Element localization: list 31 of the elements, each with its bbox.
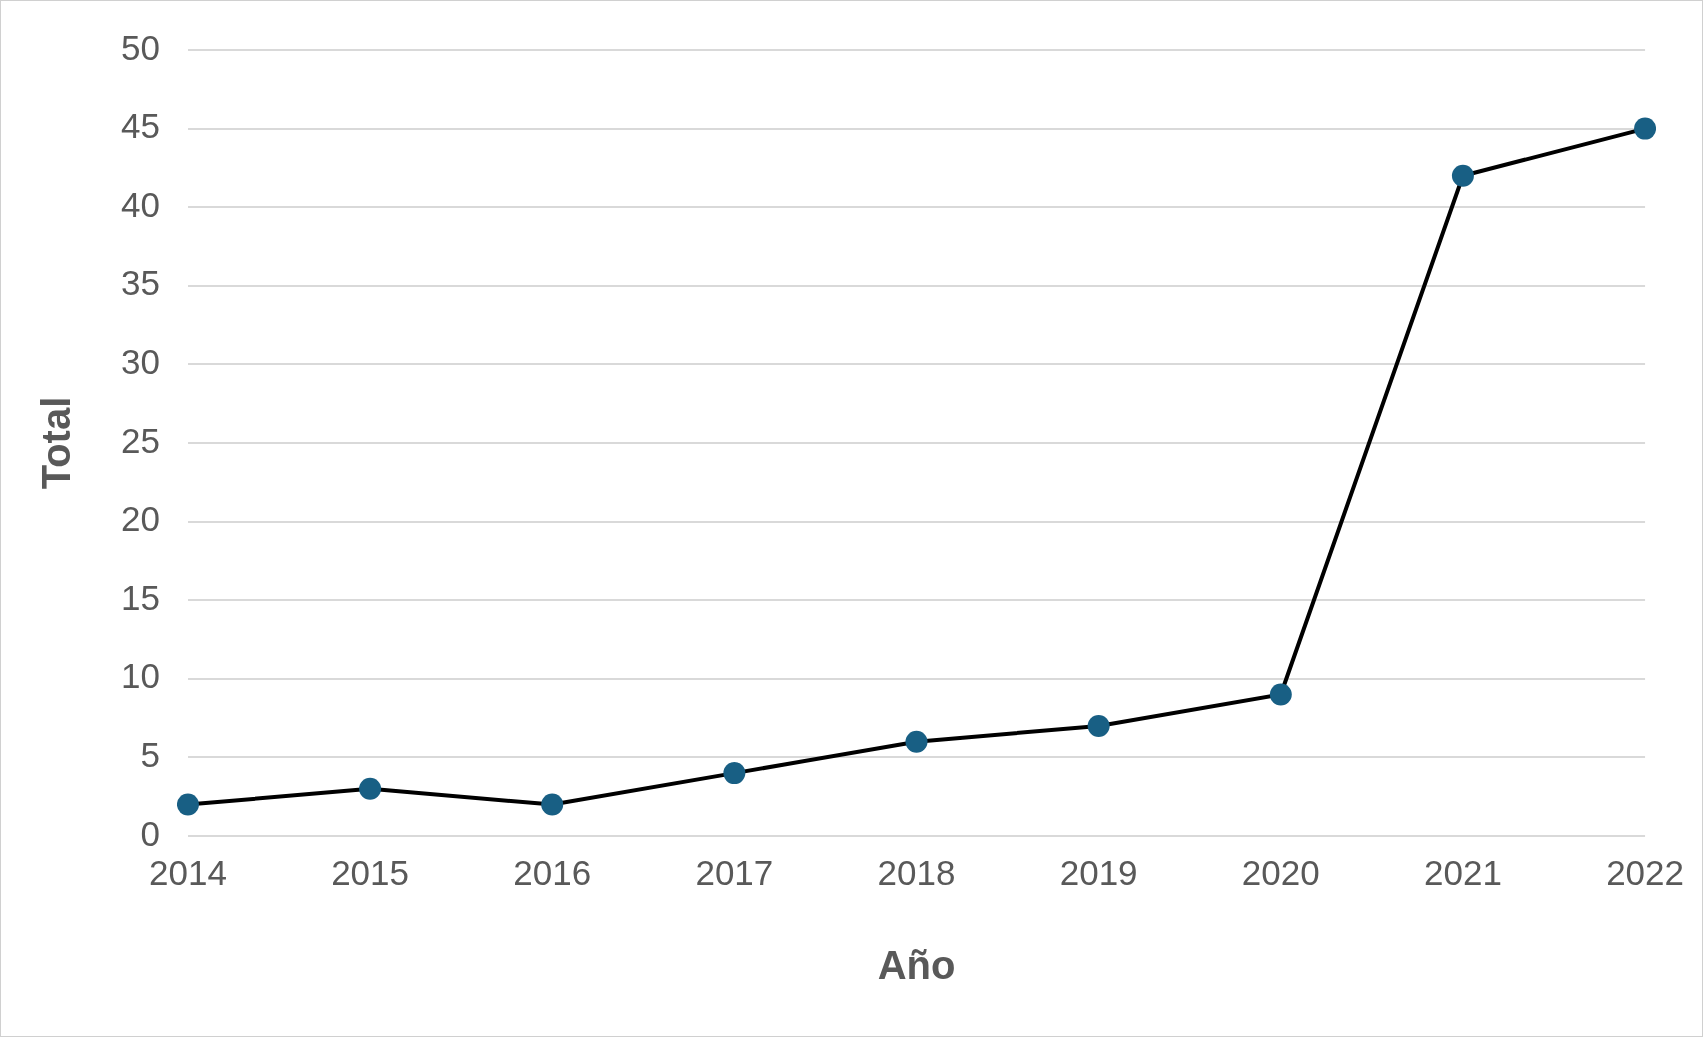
point (1451, 164, 1474, 187)
y-tick-label: 35 (120, 263, 160, 303)
point (905, 730, 928, 753)
point (176, 793, 199, 816)
y-axis-title: Total (34, 396, 79, 490)
point (1087, 714, 1110, 737)
x-tick-label: 2021 (1423, 852, 1502, 892)
x-tick-label: 2018 (877, 852, 956, 892)
y-tick-label: 50 (120, 27, 160, 67)
y-tick-label: 30 (120, 342, 160, 382)
x-tick-label: 2020 (1241, 852, 1320, 892)
y-tick-label: 5 (140, 735, 160, 775)
y-tick-label: 25 (120, 420, 160, 460)
point (541, 793, 564, 816)
y-tick-label: 45 (120, 106, 160, 146)
point (359, 777, 382, 800)
y-tick-label: 0 (140, 813, 160, 853)
x-tick-label: 2022 (1606, 852, 1685, 892)
y-tick-label: 20 (120, 499, 160, 539)
x-tick-label: 2015 (331, 852, 410, 892)
y-tick-label: 10 (120, 656, 160, 696)
x-tick-label: 2017 (695, 852, 774, 892)
point (723, 762, 746, 785)
point (1634, 117, 1657, 140)
y-tick-label: 40 (120, 184, 160, 224)
point (1269, 683, 1292, 706)
x-axis-title: Año (877, 943, 956, 988)
x-tick-label: 2014 (148, 852, 227, 892)
x-tick-label: 2019 (1059, 852, 1138, 892)
x-tick-label: 2016 (513, 852, 592, 892)
y-tick-label: 15 (120, 577, 160, 617)
